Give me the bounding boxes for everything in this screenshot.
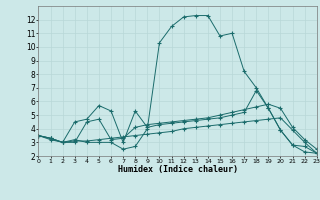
X-axis label: Humidex (Indice chaleur): Humidex (Indice chaleur): [118, 165, 238, 174]
